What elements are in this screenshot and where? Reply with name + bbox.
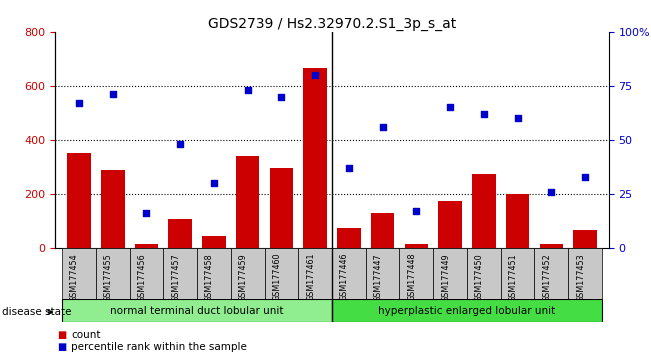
Text: GSM177454: GSM177454: [70, 253, 79, 302]
Point: [344, 165, 354, 171]
Bar: [197, 248, 231, 299]
Bar: [303, 68, 327, 248]
Bar: [438, 201, 462, 248]
Point: [141, 210, 152, 216]
Point: [478, 111, 489, 117]
Bar: [231, 248, 264, 299]
Point: [378, 124, 388, 130]
Bar: [62, 299, 332, 322]
Bar: [337, 228, 361, 248]
Point: [242, 87, 253, 93]
Text: percentile rank within the sample: percentile rank within the sample: [71, 342, 247, 352]
Bar: [135, 244, 158, 248]
Point: [276, 94, 286, 99]
Text: GSM177448: GSM177448: [408, 253, 417, 302]
Bar: [574, 230, 597, 248]
Text: disease state: disease state: [2, 307, 72, 317]
Text: GSM177447: GSM177447: [374, 253, 383, 302]
Bar: [540, 244, 563, 248]
Bar: [298, 248, 332, 299]
Bar: [202, 236, 226, 248]
Text: GSM177446: GSM177446: [340, 253, 349, 302]
Text: hyperplastic enlarged lobular unit: hyperplastic enlarged lobular unit: [378, 306, 555, 316]
Bar: [568, 248, 602, 299]
Bar: [130, 248, 163, 299]
Text: GSM177450: GSM177450: [475, 253, 484, 302]
Bar: [506, 194, 529, 248]
Text: count: count: [71, 330, 100, 339]
Point: [580, 174, 590, 179]
Bar: [236, 156, 260, 248]
Text: GSM177452: GSM177452: [542, 253, 551, 302]
Bar: [501, 248, 534, 299]
Point: [411, 208, 422, 214]
Text: GSM177456: GSM177456: [137, 253, 146, 302]
Text: GSM177460: GSM177460: [272, 253, 281, 302]
Bar: [264, 248, 298, 299]
Text: ■: ■: [57, 330, 66, 339]
Text: GSM177451: GSM177451: [508, 253, 518, 302]
Bar: [467, 248, 501, 299]
Point: [209, 180, 219, 186]
Bar: [400, 248, 433, 299]
Point: [74, 100, 84, 106]
Bar: [371, 213, 395, 248]
Bar: [366, 248, 400, 299]
Text: GSM177453: GSM177453: [576, 253, 585, 302]
Text: GSM177459: GSM177459: [239, 253, 247, 302]
Bar: [332, 248, 366, 299]
Bar: [433, 248, 467, 299]
Text: GSM177457: GSM177457: [171, 253, 180, 302]
Point: [310, 72, 320, 78]
Title: GDS2739 / Hs2.32970.2.S1_3p_s_at: GDS2739 / Hs2.32970.2.S1_3p_s_at: [208, 17, 456, 31]
Point: [546, 189, 557, 194]
Point: [175, 141, 186, 147]
Bar: [270, 168, 293, 248]
Text: GSM177449: GSM177449: [441, 253, 450, 302]
Bar: [169, 219, 192, 248]
Point: [107, 92, 118, 97]
Bar: [67, 153, 90, 248]
Point: [445, 104, 455, 110]
Bar: [96, 248, 130, 299]
Bar: [332, 299, 602, 322]
Text: ■: ■: [57, 342, 66, 352]
Bar: [101, 170, 124, 248]
Bar: [404, 244, 428, 248]
Point: [512, 115, 523, 121]
Bar: [62, 248, 96, 299]
Bar: [472, 173, 495, 248]
Bar: [163, 248, 197, 299]
Text: GSM177458: GSM177458: [205, 253, 214, 302]
Text: GSM177455: GSM177455: [104, 253, 113, 302]
Bar: [534, 248, 568, 299]
Text: normal terminal duct lobular unit: normal terminal duct lobular unit: [110, 306, 284, 316]
Text: GSM177461: GSM177461: [306, 253, 315, 302]
